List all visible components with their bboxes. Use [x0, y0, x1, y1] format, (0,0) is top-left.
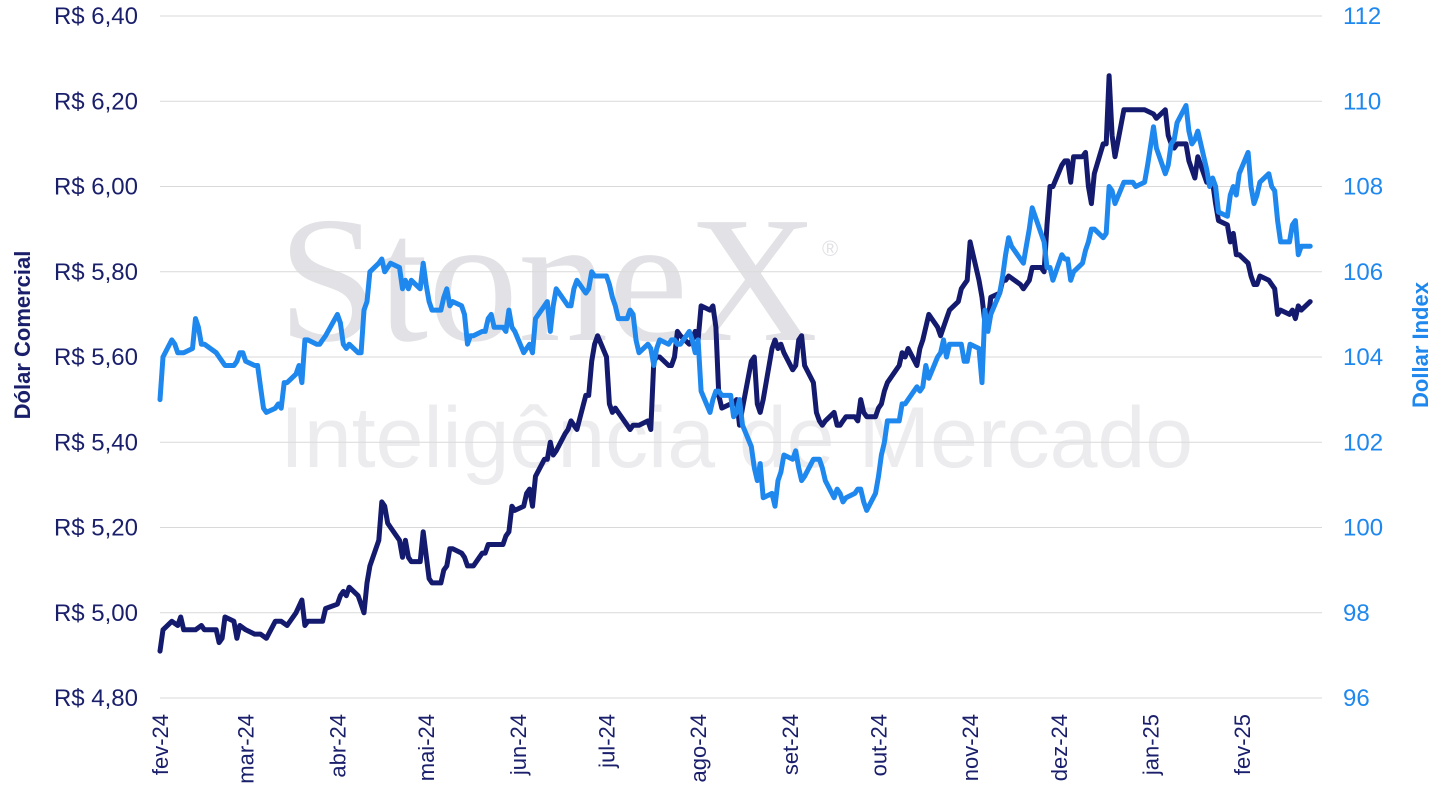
- left-tick-label-1: R$ 5,00: [54, 600, 138, 627]
- right-tick-label-2: 100: [1343, 515, 1383, 542]
- x-tick-label-11: jan-25: [1139, 714, 1164, 776]
- right-tick-label-1: 98: [1343, 600, 1370, 627]
- x-tick-label-9: nov-24: [958, 714, 983, 781]
- dolar-comercial-line: [157, 73, 1313, 654]
- x-tick-label-6: ago-24: [686, 714, 711, 783]
- left-tick-label-4: R$ 5,60: [54, 344, 138, 371]
- x-tick-label-3: mai-24: [414, 714, 439, 781]
- x-tick-label-1: mar-24: [234, 714, 259, 784]
- left-tick-label-2: R$ 5,20: [54, 515, 138, 542]
- right-axis-title: Dollar Index: [1408, 281, 1433, 408]
- x-tick-label-4: jun-24: [506, 714, 531, 776]
- left-axis-ticks: R$ 4,80 R$ 5,00 R$ 5,20 R$ 5,40 R$ 5,60 R$ 5,…: [54, 3, 138, 712]
- right-tick-label-4: 104: [1343, 344, 1383, 371]
- right-axis-ticks: 96 98 100 102 104 106 108 110 112: [1343, 3, 1383, 712]
- x-tick-label-0: fev-24: [148, 714, 173, 775]
- right-tick-label-5: 106: [1343, 259, 1383, 286]
- x-tick-label-7: set-24: [778, 714, 803, 775]
- right-tick-label-8: 112: [1343, 3, 1381, 30]
- watermark-registered-mark: ®: [822, 236, 838, 261]
- x-tick-label-12: fev-25: [1230, 714, 1255, 775]
- x-tick-label-5: jul-24: [595, 714, 620, 769]
- left-tick-label-6: R$ 6,00: [54, 174, 138, 201]
- right-tick-label-0: 96: [1343, 685, 1370, 712]
- left-tick-label-7: R$ 6,20: [54, 88, 138, 115]
- right-tick-label-6: 108: [1343, 174, 1383, 201]
- x-tick-label-2: abr-24: [325, 714, 350, 778]
- left-tick-label-0: R$ 4,80: [54, 685, 138, 712]
- right-tick-label-7: 110: [1343, 88, 1381, 115]
- x-axis-ticks: fev-24 mar-24 abr-24 mai-24 jun-24 jul-24 ago-…: [148, 714, 1255, 784]
- right-tick-label-3: 102: [1343, 429, 1383, 456]
- gridlines: [160, 15, 1322, 699]
- left-tick-label-5: R$ 5,80: [54, 259, 138, 286]
- left-tick-label-8: R$ 6,40: [54, 3, 138, 30]
- series-lines: [157, 73, 1313, 654]
- x-tick-label-10: dez-24: [1047, 714, 1072, 781]
- dollar-index-line: [157, 103, 1313, 513]
- left-axis-title: Dólar Comercial: [10, 251, 35, 420]
- left-tick-label-3: R$ 5,40: [54, 429, 138, 456]
- watermark: StoneX ® Inteligência de Mercado: [278, 180, 1193, 486]
- x-tick-label-8: out-24: [867, 714, 892, 776]
